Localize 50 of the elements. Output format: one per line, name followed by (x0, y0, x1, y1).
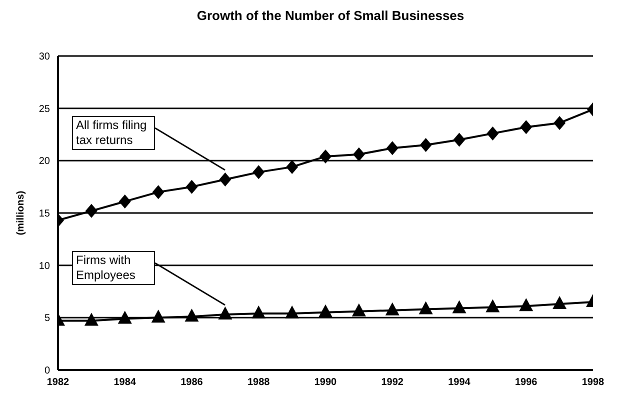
point (452, 300, 466, 314)
point (84, 312, 98, 326)
point (118, 194, 131, 208)
point (420, 138, 432, 152)
callout: Firms with Employees (72, 250, 226, 305)
point (385, 302, 400, 316)
x-tick-label: 1984 (114, 377, 136, 388)
point (520, 120, 532, 134)
x-tick-label: 1992 (381, 377, 404, 388)
x-tick-label: 1998 (582, 377, 605, 388)
y-tick-label: 25 (38, 104, 50, 115)
x-tick-label: 1994 (448, 377, 471, 388)
point (186, 180, 198, 194)
y-tick-label: 30 (38, 52, 50, 63)
point (386, 141, 398, 156)
point (218, 306, 232, 320)
point (252, 165, 265, 180)
point (418, 301, 433, 314)
y-tick-label: 5 (44, 313, 50, 324)
point (318, 304, 332, 318)
y-tick-label: 20 (38, 156, 50, 168)
chart-title: Growth of the Number of Small Businesses (196, 8, 466, 25)
callout: All firms filing tax returns (72, 116, 226, 170)
y-tick-label: 0 (44, 366, 50, 377)
point (453, 132, 466, 147)
x-tick-label: 1982 (46, 377, 70, 388)
point (152, 185, 164, 200)
point (219, 172, 232, 187)
point (552, 296, 567, 310)
point (285, 305, 300, 318)
point (252, 305, 266, 318)
point (554, 116, 566, 130)
point (286, 160, 298, 174)
x-tick-label: 1988 (248, 377, 270, 388)
y-tick-label: 15 (38, 208, 50, 220)
point (486, 126, 499, 140)
point (352, 303, 366, 316)
point (118, 310, 132, 324)
x-tick-label: 1996 (515, 377, 538, 388)
x-tick-label: 1990 (314, 377, 338, 388)
point (486, 299, 500, 312)
point (519, 298, 534, 312)
x-tick-label: 1986 (180, 377, 204, 388)
point (352, 147, 365, 162)
point (85, 204, 98, 218)
y-axis-title: (millions) (16, 190, 27, 236)
y-tick-label: 10 (38, 260, 50, 272)
point (320, 149, 332, 164)
point (151, 310, 166, 323)
point (184, 308, 199, 322)
